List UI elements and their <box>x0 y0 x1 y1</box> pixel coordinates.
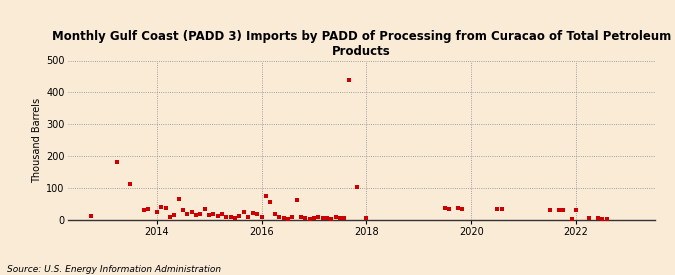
Point <box>125 182 136 186</box>
Point <box>200 207 211 211</box>
Point <box>86 213 97 218</box>
Point <box>584 216 595 221</box>
Point <box>352 184 363 189</box>
Point <box>173 197 184 202</box>
Point <box>247 211 258 215</box>
Point <box>457 207 468 211</box>
Point <box>300 216 310 221</box>
Point <box>496 207 507 211</box>
Point <box>213 214 223 218</box>
Point <box>269 212 280 216</box>
Point <box>155 205 166 210</box>
Point <box>221 214 232 219</box>
Point <box>195 212 206 216</box>
Point <box>151 210 162 214</box>
Point <box>453 206 464 210</box>
Point <box>331 215 342 220</box>
Point <box>112 160 123 164</box>
Point <box>439 206 450 210</box>
Point <box>164 214 175 219</box>
Point <box>217 212 227 216</box>
Point <box>554 208 564 213</box>
Point <box>230 216 241 221</box>
Point <box>282 217 293 221</box>
Point <box>545 208 556 213</box>
Point <box>243 214 254 219</box>
Point <box>160 206 171 210</box>
Point <box>335 216 346 221</box>
Point <box>256 214 267 219</box>
Point <box>326 216 337 221</box>
Point <box>322 216 333 221</box>
Point <box>182 211 192 216</box>
Point <box>142 207 153 211</box>
Point <box>566 217 577 221</box>
Point <box>444 207 455 211</box>
Y-axis label: Thousand Barrels: Thousand Barrels <box>32 98 42 183</box>
Point <box>361 216 372 221</box>
Point <box>593 216 603 221</box>
Point <box>225 215 236 220</box>
Point <box>344 78 354 82</box>
Point <box>204 213 215 218</box>
Point <box>296 215 306 220</box>
Point <box>570 208 581 212</box>
Point <box>261 194 271 198</box>
Point <box>601 217 612 221</box>
Point <box>239 210 250 214</box>
Point <box>252 212 263 216</box>
Point <box>169 213 180 218</box>
Point <box>278 216 289 221</box>
Point <box>190 213 201 218</box>
Point <box>286 214 297 219</box>
Point <box>273 215 284 220</box>
Point <box>308 216 319 221</box>
Point <box>291 198 302 202</box>
Point <box>208 211 219 216</box>
Point <box>317 216 328 220</box>
Point <box>186 210 197 214</box>
Point <box>597 216 608 221</box>
Point <box>558 208 568 213</box>
Point <box>304 217 315 221</box>
Point <box>265 200 276 205</box>
Point <box>234 214 245 218</box>
Text: Source: U.S. Energy Information Administration: Source: U.S. Energy Information Administ… <box>7 265 221 274</box>
Title: Monthly Gulf Coast (PADD 3) Imports by PADD of Processing from Curacao of Total : Monthly Gulf Coast (PADD 3) Imports by P… <box>51 30 671 58</box>
Point <box>178 208 188 213</box>
Point <box>138 208 149 213</box>
Point <box>313 215 323 220</box>
Point <box>339 216 350 221</box>
Point <box>492 207 503 211</box>
